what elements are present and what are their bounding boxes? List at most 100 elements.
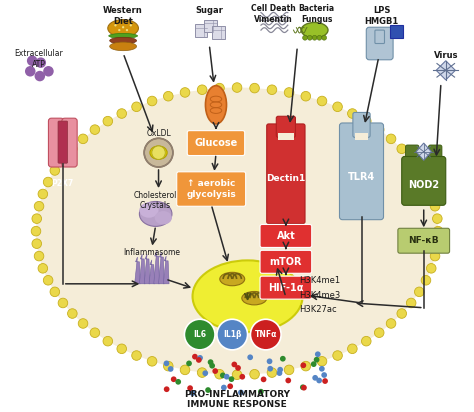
- Text: mTOR: mTOR: [270, 257, 302, 267]
- Circle shape: [397, 144, 407, 154]
- Text: HIF-1α: HIF-1α: [268, 283, 304, 293]
- FancyBboxPatch shape: [212, 26, 225, 39]
- Circle shape: [224, 374, 229, 379]
- Circle shape: [180, 365, 190, 375]
- Circle shape: [312, 35, 317, 40]
- FancyBboxPatch shape: [62, 118, 77, 167]
- Circle shape: [228, 376, 234, 382]
- Circle shape: [267, 368, 277, 377]
- Ellipse shape: [109, 37, 137, 44]
- Text: Akt: Akt: [276, 231, 295, 241]
- FancyBboxPatch shape: [366, 27, 393, 60]
- FancyBboxPatch shape: [339, 123, 383, 220]
- Circle shape: [301, 363, 306, 368]
- Circle shape: [317, 356, 327, 366]
- Circle shape: [421, 177, 431, 187]
- Circle shape: [374, 328, 384, 337]
- Circle shape: [220, 372, 226, 378]
- Circle shape: [215, 370, 224, 379]
- Circle shape: [32, 239, 42, 248]
- FancyBboxPatch shape: [260, 276, 312, 299]
- Ellipse shape: [139, 201, 172, 226]
- Circle shape: [186, 360, 192, 366]
- Circle shape: [433, 214, 442, 223]
- Circle shape: [197, 355, 203, 361]
- Circle shape: [25, 66, 36, 77]
- FancyBboxPatch shape: [355, 133, 368, 140]
- FancyBboxPatch shape: [276, 116, 295, 137]
- Text: Inflammasome: Inflammasome: [123, 248, 180, 258]
- Circle shape: [34, 201, 44, 211]
- Circle shape: [50, 287, 60, 297]
- Circle shape: [68, 309, 77, 318]
- Circle shape: [184, 319, 215, 350]
- Ellipse shape: [192, 260, 302, 332]
- Circle shape: [362, 336, 371, 346]
- FancyBboxPatch shape: [267, 124, 305, 223]
- Circle shape: [238, 390, 244, 395]
- Circle shape: [301, 385, 307, 391]
- Text: IL1β: IL1β: [223, 330, 242, 339]
- Ellipse shape: [205, 86, 227, 124]
- Circle shape: [312, 375, 318, 381]
- Circle shape: [250, 319, 281, 350]
- Circle shape: [147, 356, 157, 366]
- Circle shape: [180, 88, 190, 97]
- Text: IL6: IL6: [193, 330, 206, 339]
- Text: TLR4: TLR4: [348, 171, 375, 182]
- Circle shape: [205, 387, 211, 393]
- Text: Western
Diet: Western Diet: [103, 6, 143, 26]
- Circle shape: [347, 344, 357, 353]
- Circle shape: [114, 24, 117, 26]
- Circle shape: [129, 24, 132, 26]
- FancyBboxPatch shape: [58, 121, 68, 163]
- Text: Virus: Virus: [434, 51, 458, 60]
- Text: ↑ aerobic
glycolysis: ↑ aerobic glycolysis: [186, 179, 236, 199]
- Circle shape: [302, 35, 308, 40]
- Circle shape: [386, 319, 396, 328]
- Circle shape: [315, 351, 321, 357]
- Ellipse shape: [150, 146, 167, 159]
- Text: Dectin1: Dectin1: [266, 174, 306, 183]
- Circle shape: [397, 309, 407, 318]
- Ellipse shape: [108, 20, 138, 37]
- Circle shape: [406, 154, 416, 164]
- Circle shape: [208, 359, 213, 365]
- Text: TNFα: TNFα: [255, 330, 277, 339]
- Circle shape: [300, 384, 306, 390]
- Circle shape: [333, 351, 342, 360]
- Circle shape: [280, 356, 286, 362]
- Circle shape: [228, 384, 233, 389]
- Circle shape: [197, 368, 207, 377]
- Circle shape: [35, 71, 45, 81]
- Circle shape: [90, 328, 100, 337]
- Circle shape: [322, 35, 327, 40]
- Circle shape: [144, 138, 173, 167]
- Ellipse shape: [301, 22, 328, 38]
- Text: Glucose: Glucose: [194, 138, 237, 148]
- Circle shape: [301, 91, 310, 101]
- Text: NOD2: NOD2: [408, 180, 439, 190]
- Circle shape: [284, 88, 294, 97]
- Text: Bacteria
Fungus: Bacteria Fungus: [299, 4, 335, 23]
- Polygon shape: [154, 251, 159, 284]
- Circle shape: [215, 83, 224, 93]
- Circle shape: [126, 29, 128, 31]
- Ellipse shape: [36, 88, 438, 375]
- Circle shape: [36, 57, 46, 68]
- Circle shape: [250, 370, 259, 379]
- FancyBboxPatch shape: [406, 145, 419, 176]
- Polygon shape: [436, 61, 456, 80]
- Text: Sugar: Sugar: [195, 6, 223, 15]
- FancyBboxPatch shape: [195, 24, 207, 37]
- Circle shape: [433, 239, 442, 248]
- FancyBboxPatch shape: [402, 157, 446, 205]
- Text: Cholesterol
Crystals: Cholesterol Crystals: [134, 191, 177, 211]
- Circle shape: [433, 226, 443, 236]
- Circle shape: [43, 177, 53, 187]
- Circle shape: [202, 370, 208, 376]
- Ellipse shape: [109, 33, 137, 38]
- Text: NF-κB: NF-κB: [409, 236, 439, 245]
- Circle shape: [122, 26, 124, 28]
- Circle shape: [311, 361, 317, 367]
